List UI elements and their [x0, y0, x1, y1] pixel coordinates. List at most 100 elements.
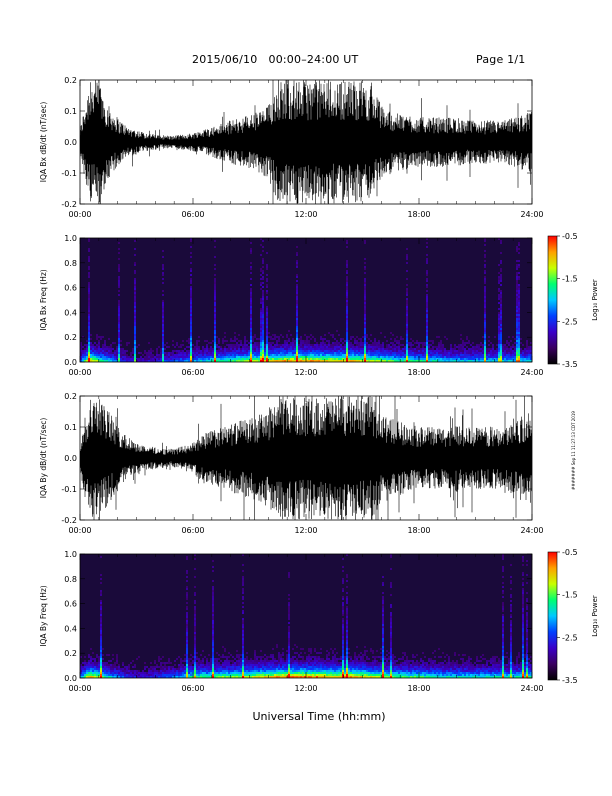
spectrogram-cell: [276, 664, 278, 666]
spectrogram-cell: [516, 358, 518, 360]
spectrogram-cell: [396, 354, 398, 356]
spectrogram-cell: [194, 646, 196, 648]
spectrogram-cell: [510, 352, 512, 354]
spectrogram-cell: [258, 662, 260, 664]
spectrogram-cell: [106, 670, 108, 672]
spectrogram-cell: [290, 674, 292, 676]
spectrogram-cell: [134, 280, 136, 282]
spectrogram-cell: [240, 352, 242, 354]
spectrogram-cell: [380, 658, 382, 660]
spectrogram-cell: [248, 342, 250, 344]
spectrogram-cell: [356, 344, 358, 346]
spectrogram-cell: [266, 660, 268, 662]
spectrogram-cell: [134, 344, 136, 346]
spectrogram-cell: [516, 268, 518, 270]
spectrogram-cell: [222, 666, 224, 668]
spectrogram-cell: [382, 662, 384, 664]
spectrogram-cell: [222, 356, 224, 358]
spectrogram-cell: [270, 344, 272, 346]
spectrogram-cell: [202, 650, 204, 652]
spectrogram-cell: [220, 674, 222, 676]
spectrogram-cell: [266, 310, 268, 312]
spectrogram-cell: [470, 352, 472, 354]
spectrogram-cell: [316, 352, 318, 354]
spectrogram-cell: [286, 654, 288, 656]
spectrogram-cell: [492, 356, 494, 358]
spectrogram-cell: [516, 314, 518, 316]
spectrogram-cell: [294, 672, 296, 674]
spectrogram-cell: [426, 294, 428, 296]
spectrogram-cell: [170, 356, 172, 358]
spectrogram-cell: [330, 334, 332, 336]
spectrogram-cell: [396, 350, 398, 352]
spectrogram-cell: [190, 304, 192, 306]
spectrogram-cell: [186, 614, 188, 616]
spectrogram-cell: [358, 672, 360, 674]
spectrogram-cell: [314, 346, 316, 348]
spectrogram-cell: [374, 352, 376, 354]
spectrogram-cell: [308, 674, 310, 676]
spectrogram-cell: [262, 326, 264, 328]
spectrogram-cell: [312, 356, 314, 358]
spectrogram-cell: [88, 248, 90, 250]
spectrogram-cell: [100, 608, 102, 610]
spectrogram-cell: [212, 650, 214, 652]
spectrogram-cell: [296, 246, 298, 248]
spectrogram-cell: [426, 296, 428, 298]
spectrogram-cell: [366, 336, 368, 338]
spectrogram-cell: [266, 318, 268, 320]
spectrogram-cell: [234, 348, 236, 350]
spectrogram-cell: [160, 670, 162, 672]
spectrogram-cell: [102, 356, 104, 358]
spectrogram-cell: [332, 350, 334, 352]
spectrogram-cell: [346, 348, 348, 350]
spectrogram-cell: [382, 622, 384, 624]
spectrogram-cell: [88, 356, 90, 358]
spectrogram-cell: [148, 356, 150, 358]
spectrogram-cell: [360, 662, 362, 664]
spectrogram-cell: [312, 664, 314, 666]
spectrogram-cell: [292, 674, 294, 676]
spectrogram-cell: [368, 670, 370, 672]
spectrogram-cell: [180, 358, 182, 360]
spectrogram-cell: [346, 280, 348, 282]
spectrogram-cell: [102, 348, 104, 350]
spectrogram-cell: [198, 350, 200, 352]
spectrogram-cell: [242, 582, 244, 584]
spectrogram-cell: [394, 352, 396, 354]
spectrogram-cell: [100, 622, 102, 624]
spectrogram-cell: [134, 664, 136, 666]
spectrogram-cell: [394, 338, 396, 340]
spectrogram-cell: [366, 358, 368, 360]
spectrogram-cell: [272, 648, 274, 650]
spectrogram-cell: [380, 652, 382, 654]
spectrogram-cell: [380, 344, 382, 346]
spectrogram-cell: [164, 356, 166, 358]
spectrogram-cell: [392, 334, 394, 336]
spectrogram-cell: [512, 344, 514, 346]
spectrogram-cell: [298, 656, 300, 658]
spectrogram-cell: [158, 666, 160, 668]
spectrogram-cell: [134, 290, 136, 292]
spectrogram-cell: [196, 342, 198, 344]
spectrogram-cell: [444, 352, 446, 354]
spectrogram-cell: [146, 672, 148, 674]
spectrogram-cell: [110, 344, 112, 346]
spectrogram-cell: [444, 350, 446, 352]
spectrogram-cell: [272, 356, 274, 358]
spectrogram-cell: [366, 670, 368, 672]
spectrogram-cell: [118, 304, 120, 306]
spectrogram-cell: [406, 308, 408, 310]
spectrogram-cell: [418, 346, 420, 348]
spectrogram-cell: [506, 356, 508, 358]
spectrogram-cell: [102, 670, 104, 672]
spectrogram-cell: [330, 346, 332, 348]
spectrogram-cell: [338, 348, 340, 350]
spectrogram-cell: [186, 622, 188, 624]
spectrogram-cell: [266, 322, 268, 324]
spectrogram-cell: [260, 330, 262, 332]
spectrogram-cell: [262, 656, 264, 658]
spectrogram-cell: [462, 348, 464, 350]
spectrogram-cell: [346, 626, 348, 628]
spectrogram-cell: [370, 346, 372, 348]
